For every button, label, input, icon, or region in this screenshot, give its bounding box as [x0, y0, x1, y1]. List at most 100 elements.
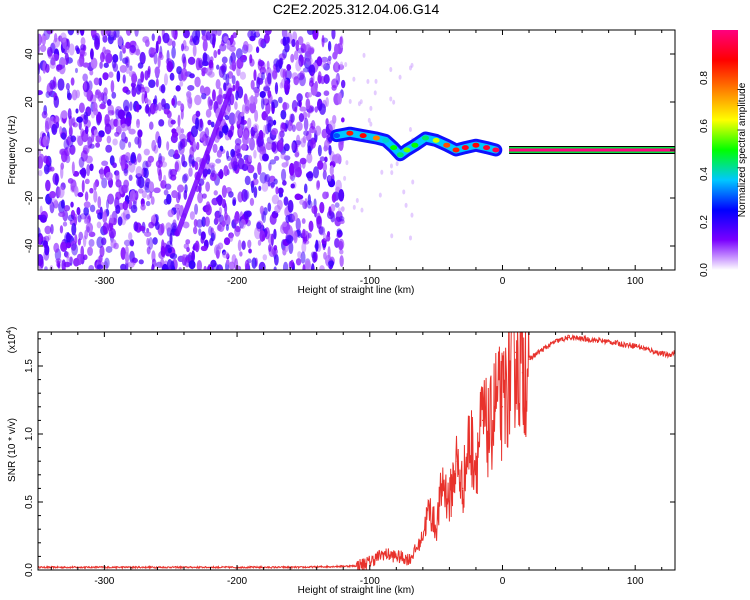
noise-blob: [199, 85, 205, 95]
noise-blob: [127, 261, 135, 268]
noise-blob: [87, 136, 93, 149]
noise-blob: [248, 155, 253, 163]
noise-blob: [177, 191, 182, 200]
y-tick-label: 0: [24, 147, 35, 153]
noise-blob: [304, 198, 308, 209]
noise-blob: [334, 43, 339, 56]
noise-blob: [76, 116, 83, 123]
noise-blob: [128, 128, 136, 135]
noise-blob: [292, 212, 298, 222]
noise-blob: [306, 92, 313, 98]
noise-blob: [334, 202, 340, 208]
noise-blob: [158, 119, 165, 127]
noise-blob: [228, 112, 236, 126]
noise-blob: [148, 181, 155, 193]
noise-blob: [268, 162, 272, 171]
noise-blob: [294, 143, 299, 153]
noise-blob: [280, 152, 286, 160]
noise-blob: [312, 166, 319, 179]
noise-blob: [226, 39, 231, 50]
snr-data-point: [541, 349, 543, 351]
snr-data-point: [508, 379, 510, 381]
noise-blob: [229, 232, 234, 242]
noise-blob: [70, 201, 74, 208]
noise-blob: [123, 184, 129, 194]
noise-blob: [166, 259, 173, 270]
noise-blob: [269, 213, 277, 225]
noise-blob: [402, 189, 406, 195]
noise-blob: [234, 101, 238, 110]
noise-blob: [143, 231, 152, 238]
noise-blob: [59, 225, 64, 234]
noise-blob: [204, 163, 212, 170]
noise-blob: [327, 40, 332, 52]
spectrogram-y-ticks: -40 -20 0 20 40: [24, 48, 675, 253]
noise-blob: [93, 181, 97, 191]
spectrogram-y-label: Frequency (Hz): [7, 116, 18, 185]
noise-blob: [56, 64, 63, 71]
y-tick-label: 0.5: [24, 495, 35, 509]
noise-blob: [398, 74, 402, 80]
noise-blob: [84, 191, 89, 202]
noise-blob: [187, 56, 196, 65]
noise-blob: [59, 32, 67, 43]
noise-blob: [217, 48, 221, 55]
noise-blob: [164, 183, 172, 190]
snr-panel: -300 -200 -100 0 100 0.0 0.5 1.0 1.5 Height of …: [6, 327, 676, 596]
snr-data-point: [395, 555, 397, 558]
noise-blob: [239, 251, 243, 257]
noise-blob: [187, 84, 195, 91]
noise-blob: [246, 137, 252, 144]
noise-blob: [241, 240, 246, 250]
noise-blob: [60, 199, 65, 209]
noise-blob: [218, 66, 225, 78]
noise-blob: [117, 109, 126, 120]
noise-blob: [296, 100, 301, 107]
snr-data-point: [568, 336, 570, 339]
noise-blob: [234, 111, 242, 125]
noise-blob: [252, 123, 259, 132]
noise-blob: [249, 35, 256, 42]
noise-blob: [75, 108, 79, 114]
noise-blob: [194, 161, 199, 171]
x-tick-label: 100: [627, 276, 644, 287]
noise-blob: [65, 82, 70, 91]
noise-blob: [172, 219, 177, 228]
noise-blob: [318, 226, 326, 236]
noise-blob: [293, 230, 298, 244]
noise-blob: [147, 68, 151, 79]
noise-blob: [160, 84, 166, 94]
noise-blob: [92, 101, 98, 112]
noise-blob: [174, 161, 179, 172]
noise-blob: [189, 73, 195, 79]
noise-blob: [171, 46, 176, 59]
noise-blob: [221, 185, 227, 198]
noise-blob: [258, 261, 266, 270]
noise-blob: [145, 160, 152, 168]
noise-blob: [247, 117, 252, 129]
spectrogram-x-ticks: -300 -200 -100 0 100: [50, 30, 663, 287]
noise-blob: [281, 162, 288, 168]
noise-blob: [38, 33, 43, 46]
noise-blob: [224, 202, 228, 214]
snr-data-point: [528, 358, 530, 360]
noise-blob: [166, 110, 172, 119]
noise-blob: [348, 99, 352, 105]
ridge-point: [403, 147, 411, 153]
noise-blob: [211, 30, 218, 38]
noise-blob: [297, 36, 304, 46]
noise-blob: [182, 221, 190, 229]
noise-blob: [250, 133, 255, 139]
noise-blob: [204, 216, 210, 227]
noise-blob: [262, 234, 266, 241]
noise-blob: [282, 221, 288, 228]
snr-data-point: [468, 440, 470, 442]
noise-blob: [244, 105, 250, 114]
noise-blob: [83, 218, 90, 225]
noise-blob: [175, 85, 181, 92]
figure-title: C2E2.2025.312.04.06.G14: [273, 1, 440, 17]
noise-blob: [120, 44, 127, 51]
noise-blob: [290, 53, 295, 63]
noise-blob: [195, 117, 199, 130]
noise-blob: [174, 149, 179, 158]
